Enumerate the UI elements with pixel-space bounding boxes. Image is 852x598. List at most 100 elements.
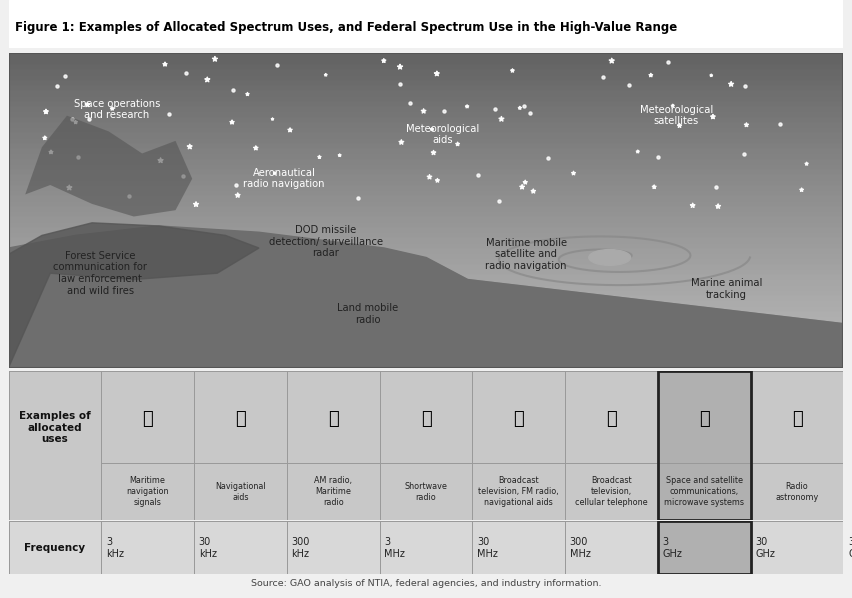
Point (427, 148, 440, 157)
Point (69, 117, 83, 127)
Text: 3
kHz: 3 kHz (106, 537, 124, 559)
Bar (9, 226, 843, 231)
Bar (658, 371, 751, 520)
Bar (9, 163, 843, 168)
Bar (9, 137, 843, 142)
Point (44, 147, 58, 157)
Bar (9, 194, 843, 200)
Text: 3
MHz: 3 MHz (384, 537, 406, 559)
Point (83, 114, 96, 124)
Point (774, 120, 787, 129)
Point (651, 152, 665, 161)
Point (437, 106, 451, 116)
Point (266, 114, 279, 124)
Text: 30
GHz: 30 GHz (756, 537, 775, 559)
Text: Meteorological
aids: Meteorological aids (406, 124, 480, 145)
Bar (9, 283, 843, 289)
Point (666, 101, 680, 111)
Point (240, 89, 254, 99)
Bar (9, 341, 843, 347)
Point (351, 193, 365, 203)
Point (425, 124, 439, 134)
Point (179, 68, 193, 78)
Text: Aeronautical
radio navigation: Aeronautical radio navigation (244, 168, 325, 190)
Point (229, 180, 243, 190)
Text: 📻: 📻 (421, 410, 431, 428)
Bar (9, 357, 843, 362)
Point (38, 133, 52, 143)
Point (394, 138, 408, 147)
Bar (9, 321, 843, 326)
Bar (9, 189, 843, 194)
Text: 📱: 📱 (606, 410, 617, 428)
Text: 300
kHz: 300 kHz (291, 537, 310, 559)
Point (513, 103, 527, 112)
Point (622, 80, 636, 90)
Point (596, 72, 609, 82)
Point (800, 159, 814, 169)
Circle shape (589, 249, 630, 266)
Point (225, 117, 239, 127)
Text: 📡: 📡 (235, 410, 246, 428)
Point (403, 99, 417, 108)
Bar (9, 84, 843, 89)
Point (686, 201, 699, 210)
Bar (9, 336, 843, 341)
Bar (658, 371, 751, 520)
Point (505, 66, 519, 75)
Text: Broadcast
television,
cellular telephone: Broadcast television, cellular telephone (575, 476, 648, 508)
Bar (9, 315, 843, 321)
Point (153, 155, 167, 165)
Point (62, 183, 76, 193)
Point (515, 182, 529, 192)
Text: Radio
astronomy: Radio astronomy (775, 482, 819, 502)
Bar (658, 521, 751, 574)
Text: Space and satellite
communications,
microwave systems: Space and satellite communications, micr… (665, 476, 745, 508)
Point (430, 176, 444, 185)
Point (81, 100, 95, 109)
Text: Shortwave
radio: Shortwave radio (405, 482, 447, 502)
Text: 🚢: 🚢 (142, 410, 153, 428)
Point (739, 81, 752, 90)
Point (189, 200, 203, 209)
Point (394, 62, 407, 72)
Point (711, 202, 725, 211)
Bar (9, 326, 843, 331)
Text: Examples of
allocated
uses: Examples of allocated uses (19, 411, 91, 444)
Bar (9, 258, 843, 263)
Bar (9, 289, 843, 294)
Point (517, 102, 531, 111)
Text: Maritime
navigation
signals: Maritime navigation signals (126, 476, 169, 508)
Text: 🔭: 🔭 (792, 410, 803, 428)
Point (271, 60, 285, 70)
Point (377, 56, 390, 66)
Point (673, 121, 687, 130)
Point (605, 56, 619, 66)
Text: Marine animal
tracking: Marine animal tracking (691, 278, 763, 300)
Bar (9, 236, 843, 242)
Text: Space operations
and research: Space operations and research (74, 99, 160, 120)
Text: 300
MHz: 300 MHz (570, 537, 590, 559)
Point (65, 114, 78, 124)
Bar (658, 521, 751, 574)
Point (460, 102, 474, 111)
Point (417, 106, 430, 116)
Bar (9, 105, 843, 111)
Point (740, 120, 753, 130)
Bar (9, 221, 843, 226)
Bar (9, 63, 843, 68)
Point (158, 59, 172, 69)
Point (710, 182, 723, 192)
Bar (9, 74, 843, 79)
Point (451, 139, 464, 149)
Polygon shape (9, 223, 259, 368)
Point (661, 57, 675, 66)
Polygon shape (26, 115, 193, 216)
Bar (9, 268, 843, 273)
Point (163, 109, 176, 118)
Bar (9, 184, 843, 189)
Bar (9, 94, 843, 100)
Bar (9, 263, 843, 268)
Point (795, 185, 809, 195)
Bar (9, 242, 843, 247)
